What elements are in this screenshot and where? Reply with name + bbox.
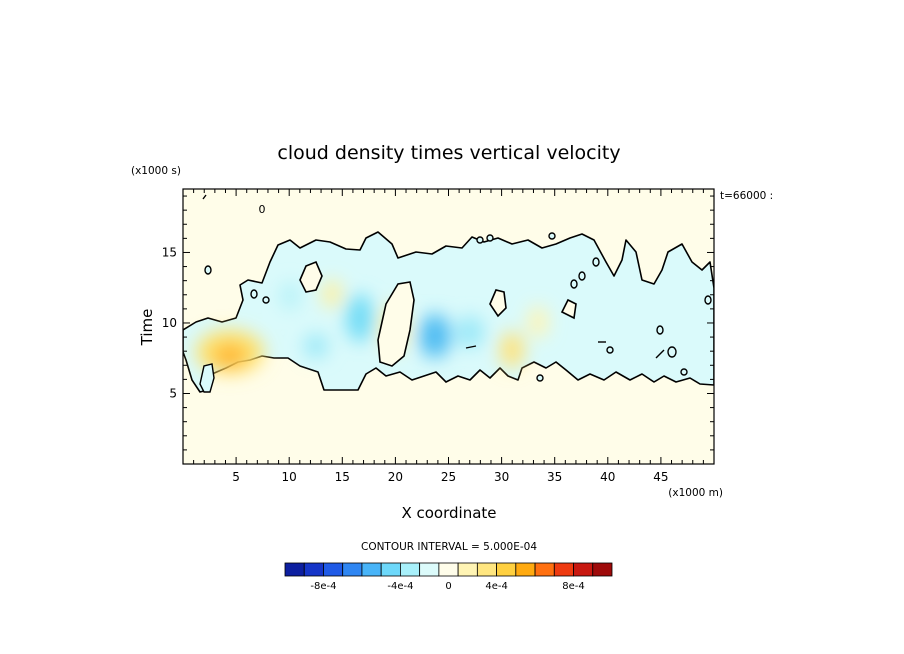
contour-loop [680, 368, 688, 376]
contour-loop [548, 232, 556, 240]
contour-loop [204, 265, 212, 275]
downdraft-blob [280, 282, 300, 310]
contour-loop [606, 346, 614, 354]
contour-loop [592, 257, 600, 267]
axes: 5 10 15 20 25 30 35 40 45 5 10 15 [162, 189, 714, 484]
x-tick-label: 45 [653, 470, 668, 484]
x-tick-label: 25 [441, 470, 456, 484]
colorbar-label: -4e-4 [387, 581, 413, 592]
contour-interval-text: CONTOUR INTERVAL = 5.000E-04 [361, 541, 537, 553]
contour-loop [704, 295, 712, 305]
colorbar-swatch [457, 562, 478, 577]
contour-loop [667, 346, 677, 358]
x-tick-label: 15 [335, 470, 350, 484]
x-tick-label: 5 [232, 470, 240, 484]
data-field: 0 [183, 194, 714, 393]
colorbar-swatch [342, 562, 363, 577]
colorbar-label: 4e-4 [485, 581, 508, 592]
y-axis-label: Time [138, 309, 156, 347]
x-tick-label: 20 [388, 470, 403, 484]
clear-gap [377, 281, 415, 367]
y-unit-label: (x1000 s) [131, 165, 181, 177]
colorbar-swatch [573, 562, 594, 577]
contour-loop [536, 374, 544, 382]
x-axis-label: X coordinate [401, 504, 496, 522]
contour-loop [486, 234, 494, 242]
colorbar: -8e-4 -4e-4 0 4e-4 8e-4 [284, 562, 613, 592]
updraft-blob [528, 306, 548, 338]
colorbar-swatch [534, 562, 555, 577]
contour-loop [250, 289, 258, 299]
downdraft-blob [346, 294, 374, 342]
y-tick-label: 5 [169, 386, 177, 400]
y-tick-label: 15 [162, 245, 177, 259]
x-tick-label: 30 [494, 470, 509, 484]
x-tick-label: 40 [600, 470, 615, 484]
contour-line [465, 345, 477, 349]
colorbar-swatch [323, 562, 344, 577]
colorbar-swatch [592, 562, 613, 577]
colorbar-label: 8e-4 [562, 581, 585, 592]
y-tick-label: 10 [162, 316, 177, 330]
x-tick-label: 35 [547, 470, 562, 484]
x-unit-label: (x1000 m) [668, 487, 723, 499]
downdraft-blob [304, 334, 328, 358]
downdraft-blob [456, 316, 484, 348]
contour-line [202, 194, 207, 200]
contour-loop [262, 296, 270, 304]
colorbar-swatch [476, 562, 497, 577]
contour-loop [476, 236, 484, 244]
contour-label: 0 [259, 203, 266, 216]
colorbar-swatch [380, 562, 401, 577]
colorbar-swatch [284, 562, 305, 577]
clear-gap [489, 289, 507, 318]
time-annotation: t=66000 : [720, 190, 773, 202]
clear-gap [560, 298, 577, 320]
contour-loop [570, 279, 578, 289]
contour-loop [199, 363, 215, 393]
colorbar-swatch [361, 562, 382, 577]
colorbar-swatch [496, 562, 517, 577]
colorbar-swatch [553, 562, 574, 577]
colorbar-swatch [303, 562, 324, 577]
downdraft-blob [419, 314, 451, 358]
colorbar-label: 0 [445, 581, 451, 592]
colorbar-swatch [400, 562, 421, 577]
colorbar-label: -8e-4 [310, 581, 336, 592]
colorbar-swatch [438, 562, 459, 577]
clear-gap [299, 260, 323, 293]
contour-line [655, 349, 665, 359]
x-tick-label: 10 [282, 470, 297, 484]
updraft-blob [322, 280, 342, 308]
chart-title: cloud density times vertical velocity [277, 142, 620, 164]
contour-loop [656, 325, 664, 335]
contour-loop [578, 271, 586, 281]
colorbar-swatch [515, 562, 536, 577]
updraft-core [214, 345, 246, 367]
colorbar-swatch [419, 562, 440, 577]
updraft-blob [500, 332, 524, 368]
